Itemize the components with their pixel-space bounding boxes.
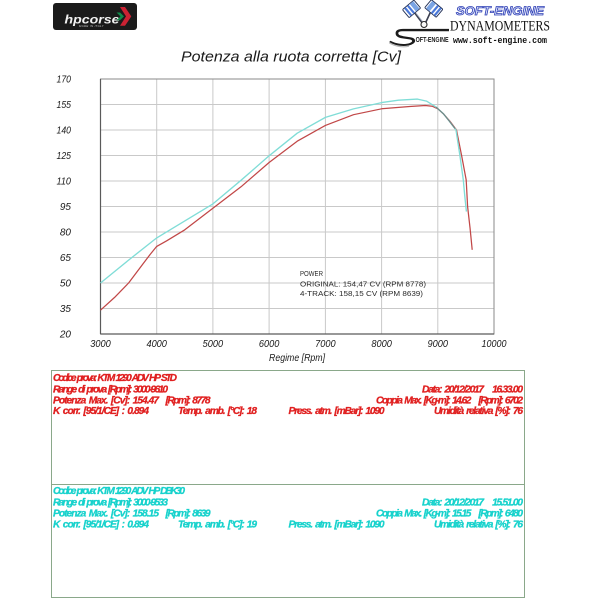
svg-text:7000: 7000 [315, 339, 336, 350]
svg-text:155: 155 [57, 100, 72, 111]
svg-text:www.soft-engine.com: www.soft-engine.com [453, 35, 547, 46]
svg-text:5000: 5000 [203, 339, 224, 350]
svg-text:170: 170 [57, 75, 72, 86]
svg-text:Range di prova [Rpm]: 3000-961: Range di prova [Rpm]: 3000-9610 [53, 385, 168, 396]
svg-text:110: 110 [57, 177, 72, 188]
svg-text:Coppia Max. [Kg-m]: 14.62 [R: Coppia Max. [Kg-m]: 14.62 [Rpm]: 6702 [376, 396, 523, 407]
svg-text:Potenza Max. [Cv]: 158.15: Potenza Max. [Cv]: 158.15 [53, 509, 159, 520]
svg-text:4000: 4000 [146, 339, 167, 350]
svg-text:140: 140 [57, 126, 72, 137]
svg-text:Potenza alla ruota corretta [C: Potenza alla ruota corretta [Cv] [181, 49, 402, 66]
svg-text:8000: 8000 [371, 339, 392, 350]
svg-text:Codice prova: KTM 1290 ADV HP: Codice prova: KTM 1290 ADV HP STD [53, 373, 178, 384]
svg-text:DYNAMOMETERS: DYNAMOMETERS [450, 19, 550, 35]
svg-text:Umidità relativa [%]: 76: Umidità relativa [%]: 76 [434, 520, 523, 531]
svg-text:4-TRACK: 158,15 CV (RPM 8639): 4-TRACK: 158,15 CV (RPM 8639) [300, 289, 424, 298]
svg-text:SOFT-ENGINE: SOFT-ENGINE [456, 4, 545, 18]
svg-text:hpcorse: hpcorse [65, 15, 121, 27]
svg-text:35: 35 [60, 304, 72, 315]
svg-text:Range di prova [Rpm]: 3000-953: Range di prova [Rpm]: 3000-9533 [53, 498, 168, 509]
svg-text:Umidità relativa [%]: 76: Umidità relativa [%]: 76 [434, 406, 523, 417]
svg-text:Data: 20/12/2017 15.51.00: Data: 20/12/2017 15.51.00 [422, 498, 523, 509]
svg-text:Temp. amb. [°C]: 19: Temp. amb. [°C]: 19 [178, 520, 257, 531]
svg-text:Press. atm. [mBar]: 1090: Press. atm. [mBar]: 1090 [289, 520, 385, 531]
svg-text:95: 95 [60, 202, 72, 213]
svg-text:65: 65 [60, 253, 72, 264]
svg-text:50: 50 [60, 279, 72, 290]
svg-text:20: 20 [59, 330, 72, 341]
svg-text:125: 125 [57, 151, 72, 162]
svg-text:9000: 9000 [428, 339, 449, 350]
svg-text:[Rpm]: 8639: [Rpm]: 8639 [165, 509, 211, 520]
svg-text:POWER: POWER [300, 269, 323, 278]
svg-text:[Rpm]: 8778: [Rpm]: 8778 [165, 396, 211, 407]
svg-text:OFT-ENGINE: OFT-ENGINE [416, 35, 449, 44]
svg-text:K corr. [95/1/CE] : 0.894: K corr. [95/1/CE] : 0.894 [53, 406, 149, 417]
svg-text:10000: 10000 [482, 339, 507, 350]
svg-text:Coppia Max. [Kg-m]: 15.15 [R: Coppia Max. [Kg-m]: 15.15 [Rpm]: 6480 [376, 509, 523, 520]
svg-text:Temp. amb. [°C]: 18: Temp. amb. [°C]: 18 [178, 406, 257, 417]
svg-text:Codice prova: KTM 1290 ADV HP: Codice prova: KTM 1290 ADV HP DBK30 [53, 486, 185, 497]
svg-text:Regime [Rpm]: Regime [Rpm] [269, 353, 325, 364]
svg-text:ORIGINAL: 154,47 CV (RPM 8778): ORIGINAL: 154,47 CV (RPM 8778) [300, 280, 427, 289]
svg-text:Press. atm. [mBar]: 1090: Press. atm. [mBar]: 1090 [289, 406, 385, 417]
svg-text:6000: 6000 [259, 339, 280, 350]
svg-text:3000: 3000 [90, 339, 111, 350]
svg-text:MADE IN ITALY: MADE IN ITALY [79, 24, 105, 28]
svg-text:Data: 20/12/2017 16.33.00: Data: 20/12/2017 16.33.00 [422, 385, 523, 396]
svg-text:80: 80 [60, 228, 72, 239]
svg-text:K corr. [95/1/CE] : 0.894: K corr. [95/1/CE] : 0.894 [53, 520, 149, 531]
svg-text:Potenza Max. [Cv]: 154.47: Potenza Max. [Cv]: 154.47 [53, 396, 160, 407]
